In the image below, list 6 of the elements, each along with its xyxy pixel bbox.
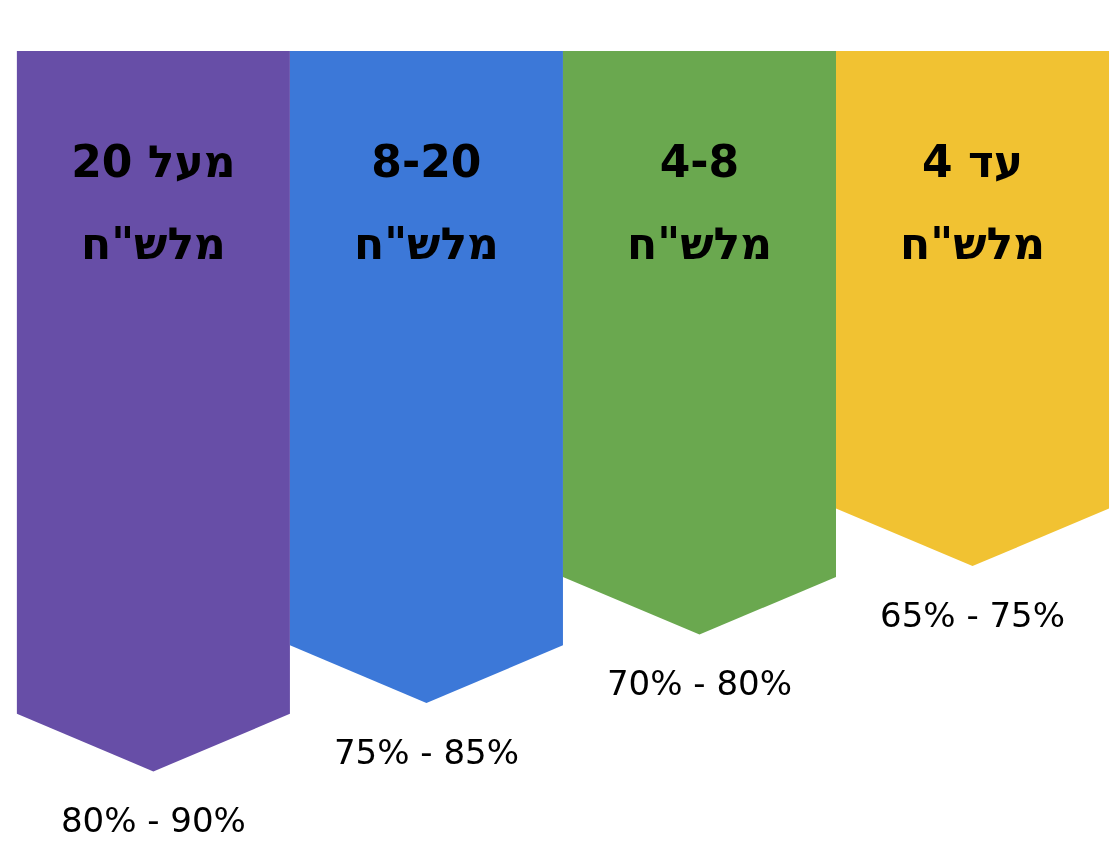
- annotation: 75% - 85%: [333, 731, 519, 772]
- annotation: 70% - 80%: [606, 663, 792, 704]
- x-tick-label: עד 4 מלש"ח: [900, 135, 1046, 269]
- text: 80% - 90%: [60, 800, 246, 841]
- x-tick-label: מעל 20 מלש"ח: [71, 135, 236, 269]
- annotation: 65% - 75%: [880, 594, 1066, 635]
